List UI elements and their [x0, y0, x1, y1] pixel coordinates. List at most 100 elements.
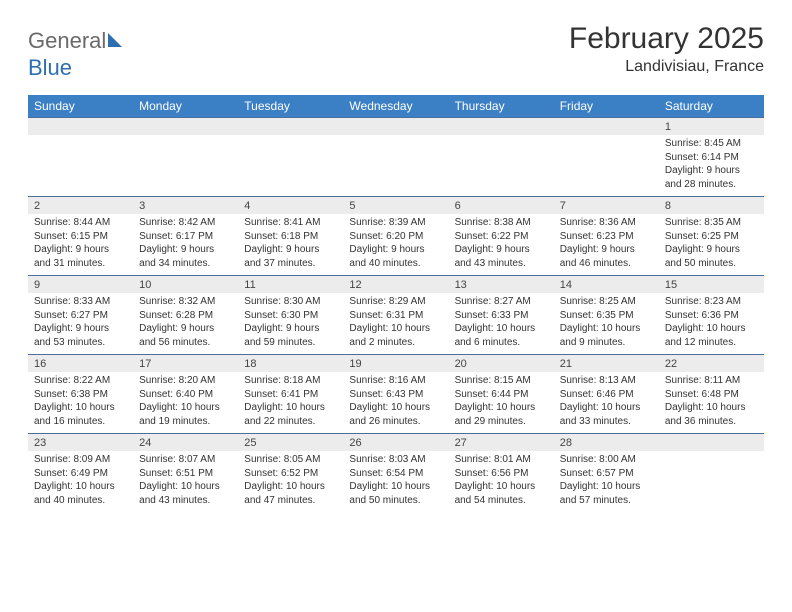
- day-number: 16: [28, 355, 133, 372]
- weeks-container: 1Sunrise: 8:45 AMSunset: 6:14 PMDaylight…: [28, 117, 764, 512]
- sunrise-text: Sunrise: 8:25 AM: [560, 295, 653, 309]
- day-number: 3: [133, 197, 238, 214]
- daylight-text: Daylight: 10 hours and 36 minutes.: [665, 401, 758, 428]
- day-number: 19: [343, 355, 448, 372]
- day-content: Sunrise: 8:32 AMSunset: 6:28 PMDaylight:…: [133, 293, 238, 353]
- sunset-text: Sunset: 6:57 PM: [560, 467, 653, 481]
- day-content: Sunrise: 8:38 AMSunset: 6:22 PMDaylight:…: [449, 214, 554, 274]
- day-content: Sunrise: 8:45 AMSunset: 6:14 PMDaylight:…: [659, 135, 764, 195]
- day-number: 6: [449, 197, 554, 214]
- day-content: [238, 135, 343, 141]
- day-cell: 26Sunrise: 8:03 AMSunset: 6:54 PMDayligh…: [343, 434, 448, 512]
- day-number: 27: [449, 434, 554, 451]
- sunrise-text: Sunrise: 8:32 AM: [139, 295, 232, 309]
- day-cell: 22Sunrise: 8:11 AMSunset: 6:48 PMDayligh…: [659, 355, 764, 433]
- sunset-text: Sunset: 6:41 PM: [244, 388, 337, 402]
- week-row: 1Sunrise: 8:45 AMSunset: 6:14 PMDaylight…: [28, 117, 764, 196]
- sunset-text: Sunset: 6:40 PM: [139, 388, 232, 402]
- week-row: 9Sunrise: 8:33 AMSunset: 6:27 PMDaylight…: [28, 275, 764, 354]
- day-cell: [343, 118, 448, 196]
- day-number: [343, 118, 448, 135]
- day-content: Sunrise: 8:44 AMSunset: 6:15 PMDaylight:…: [28, 214, 133, 274]
- daylight-text: Daylight: 10 hours and 40 minutes.: [34, 480, 127, 507]
- sunset-text: Sunset: 6:36 PM: [665, 309, 758, 323]
- day-cell: 19Sunrise: 8:16 AMSunset: 6:43 PMDayligh…: [343, 355, 448, 433]
- day-number: 25: [238, 434, 343, 451]
- day-content: Sunrise: 8:30 AMSunset: 6:30 PMDaylight:…: [238, 293, 343, 353]
- day-cell: 6Sunrise: 8:38 AMSunset: 6:22 PMDaylight…: [449, 197, 554, 275]
- day-cell: 13Sunrise: 8:27 AMSunset: 6:33 PMDayligh…: [449, 276, 554, 354]
- day-content: Sunrise: 8:07 AMSunset: 6:51 PMDaylight:…: [133, 451, 238, 511]
- daylight-text: Daylight: 10 hours and 9 minutes.: [560, 322, 653, 349]
- day-cell: 1Sunrise: 8:45 AMSunset: 6:14 PMDaylight…: [659, 118, 764, 196]
- week-row: 2Sunrise: 8:44 AMSunset: 6:15 PMDaylight…: [28, 196, 764, 275]
- sunrise-text: Sunrise: 8:33 AM: [34, 295, 127, 309]
- day-content: Sunrise: 8:27 AMSunset: 6:33 PMDaylight:…: [449, 293, 554, 353]
- sunset-text: Sunset: 6:27 PM: [34, 309, 127, 323]
- daylight-text: Daylight: 10 hours and 19 minutes.: [139, 401, 232, 428]
- day-cell: 24Sunrise: 8:07 AMSunset: 6:51 PMDayligh…: [133, 434, 238, 512]
- day-cell: 28Sunrise: 8:00 AMSunset: 6:57 PMDayligh…: [554, 434, 659, 512]
- daylight-text: Daylight: 10 hours and 29 minutes.: [455, 401, 548, 428]
- day-content: [659, 451, 764, 457]
- day-content: [554, 135, 659, 141]
- day-number: 2: [28, 197, 133, 214]
- day-number: [554, 118, 659, 135]
- day-content: [28, 135, 133, 141]
- day-cell: 20Sunrise: 8:15 AMSunset: 6:44 PMDayligh…: [449, 355, 554, 433]
- day-content: Sunrise: 8:16 AMSunset: 6:43 PMDaylight:…: [343, 372, 448, 432]
- day-content: [449, 135, 554, 141]
- sunset-text: Sunset: 6:48 PM: [665, 388, 758, 402]
- logo-text-part1: General: [28, 28, 106, 53]
- day-number: 7: [554, 197, 659, 214]
- sunset-text: Sunset: 6:22 PM: [455, 230, 548, 244]
- sunrise-text: Sunrise: 8:39 AM: [349, 216, 442, 230]
- day-number: [449, 118, 554, 135]
- daylight-text: Daylight: 9 hours and 50 minutes.: [665, 243, 758, 270]
- sunrise-text: Sunrise: 8:09 AM: [34, 453, 127, 467]
- daylight-text: Daylight: 10 hours and 6 minutes.: [455, 322, 548, 349]
- day-cell: 17Sunrise: 8:20 AMSunset: 6:40 PMDayligh…: [133, 355, 238, 433]
- day-content: Sunrise: 8:22 AMSunset: 6:38 PMDaylight:…: [28, 372, 133, 432]
- week-row: 23Sunrise: 8:09 AMSunset: 6:49 PMDayligh…: [28, 433, 764, 512]
- day-content: Sunrise: 8:13 AMSunset: 6:46 PMDaylight:…: [554, 372, 659, 432]
- sunset-text: Sunset: 6:25 PM: [665, 230, 758, 244]
- daylight-text: Daylight: 10 hours and 22 minutes.: [244, 401, 337, 428]
- day-content: Sunrise: 8:05 AMSunset: 6:52 PMDaylight:…: [238, 451, 343, 511]
- sunrise-text: Sunrise: 8:13 AM: [560, 374, 653, 388]
- sunset-text: Sunset: 6:28 PM: [139, 309, 232, 323]
- day-number: 18: [238, 355, 343, 372]
- day-number: 1: [659, 118, 764, 135]
- sunrise-text: Sunrise: 8:03 AM: [349, 453, 442, 467]
- day-cell: 2Sunrise: 8:44 AMSunset: 6:15 PMDaylight…: [28, 197, 133, 275]
- title-block: February 2025 Landivisiau, France: [569, 22, 764, 76]
- day-cell: 16Sunrise: 8:22 AMSunset: 6:38 PMDayligh…: [28, 355, 133, 433]
- day-cell: 23Sunrise: 8:09 AMSunset: 6:49 PMDayligh…: [28, 434, 133, 512]
- daylight-text: Daylight: 9 hours and 46 minutes.: [560, 243, 653, 270]
- daylight-text: Daylight: 9 hours and 34 minutes.: [139, 243, 232, 270]
- day-content: Sunrise: 8:35 AMSunset: 6:25 PMDaylight:…: [659, 214, 764, 274]
- sunrise-text: Sunrise: 8:22 AM: [34, 374, 127, 388]
- day-content: Sunrise: 8:41 AMSunset: 6:18 PMDaylight:…: [238, 214, 343, 274]
- daylight-text: Daylight: 9 hours and 37 minutes.: [244, 243, 337, 270]
- sunset-text: Sunset: 6:46 PM: [560, 388, 653, 402]
- day-cell: 7Sunrise: 8:36 AMSunset: 6:23 PMDaylight…: [554, 197, 659, 275]
- sunrise-text: Sunrise: 8:35 AM: [665, 216, 758, 230]
- sunset-text: Sunset: 6:51 PM: [139, 467, 232, 481]
- sunset-text: Sunset: 6:52 PM: [244, 467, 337, 481]
- calendar-page: GeneralBlue February 2025 Landivisiau, F…: [0, 0, 792, 534]
- weekday-header-row: Sunday Monday Tuesday Wednesday Thursday…: [28, 95, 764, 117]
- logo-text-part2: Blue: [28, 55, 72, 80]
- daylight-text: Daylight: 10 hours and 57 minutes.: [560, 480, 653, 507]
- day-cell: 8Sunrise: 8:35 AMSunset: 6:25 PMDaylight…: [659, 197, 764, 275]
- day-cell: [554, 118, 659, 196]
- day-number: 22: [659, 355, 764, 372]
- sunrise-text: Sunrise: 8:38 AM: [455, 216, 548, 230]
- day-content: Sunrise: 8:33 AMSunset: 6:27 PMDaylight:…: [28, 293, 133, 353]
- daylight-text: Daylight: 9 hours and 59 minutes.: [244, 322, 337, 349]
- day-number: [133, 118, 238, 135]
- day-content: Sunrise: 8:01 AMSunset: 6:56 PMDaylight:…: [449, 451, 554, 511]
- day-cell: 4Sunrise: 8:41 AMSunset: 6:18 PMDaylight…: [238, 197, 343, 275]
- week-row: 16Sunrise: 8:22 AMSunset: 6:38 PMDayligh…: [28, 354, 764, 433]
- daylight-text: Daylight: 9 hours and 31 minutes.: [34, 243, 127, 270]
